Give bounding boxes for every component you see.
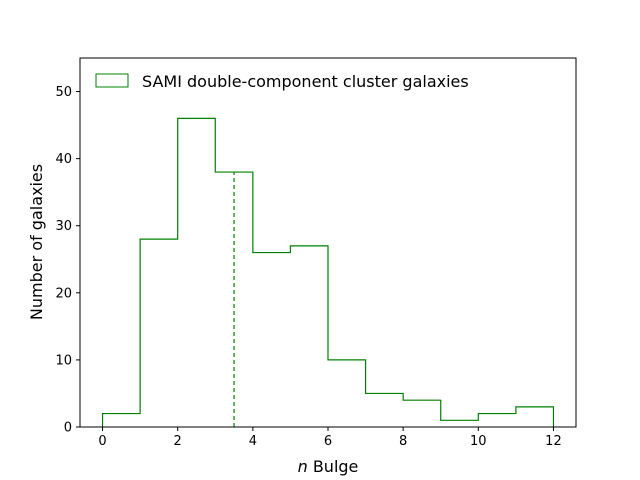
y-tick-label: 40 (55, 152, 72, 167)
x-tick-label: 6 (324, 434, 332, 449)
y-tick-label: 0 (64, 421, 72, 436)
x-tick-label: 0 (98, 434, 106, 449)
histogram-outline (101, 117, 555, 427)
x-tick-label: 12 (545, 434, 562, 449)
x-axis-label: n Bulge (298, 457, 359, 476)
x-tick-label: 10 (470, 434, 487, 449)
histogram-bars (101, 117, 555, 427)
y-tick-label: 20 (55, 286, 72, 301)
y-tick-label: 30 (55, 219, 72, 234)
y-tick-label: 10 (55, 353, 72, 368)
x-tick-label: 4 (249, 434, 257, 449)
plot-frame (79, 57, 577, 428)
y-axis-label: Number of galaxies (27, 164, 46, 320)
legend: SAMI double-component cluster galaxies (95, 72, 469, 91)
y-tick-label: 50 (55, 85, 72, 100)
x-tick-label: 2 (174, 434, 182, 449)
x-tick-label: 8 (399, 434, 407, 449)
plot-area (80, 58, 576, 427)
legend-label: SAMI double-component cluster galaxies (142, 72, 469, 91)
x-axis-ticks: 0 2 4 6 8 10 12 (98, 427, 562, 449)
y-axis-ticks: 0 10 20 30 40 50 (55, 85, 80, 436)
legend-swatch (95, 73, 129, 88)
